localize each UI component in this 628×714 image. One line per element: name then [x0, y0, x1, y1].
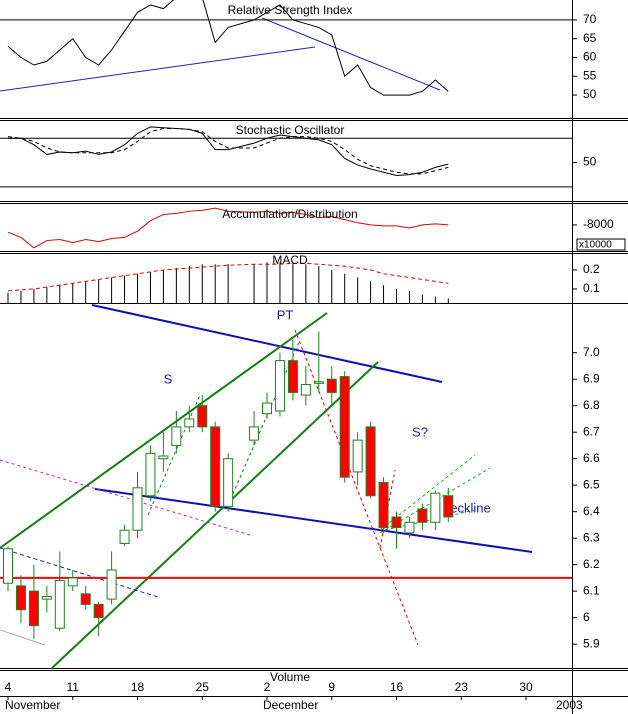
candle-body [430, 492, 441, 523]
y-tick-label: 6.8 [583, 398, 600, 412]
y-tick-label: 6.2 [583, 557, 600, 571]
annotation: PT [277, 307, 294, 322]
panel-title: Accumulation/Distribution [222, 207, 357, 221]
candle-body [15, 585, 26, 611]
y-tick-label: 6.6 [583, 451, 600, 465]
y-tick-label: 6.1 [583, 583, 600, 597]
y-tick-label: 7.0 [583, 345, 600, 359]
candle-body [417, 508, 428, 523]
annotation: S? [412, 424, 428, 439]
candle-body [80, 593, 91, 605]
month-label: November [5, 698, 60, 712]
candle-body [326, 378, 337, 393]
candle-body [54, 580, 65, 629]
y-tick-label: 5.9 [583, 636, 600, 650]
month-label: December [263, 698, 318, 712]
candle-body [184, 418, 195, 428]
y-tick-label: -8000 [583, 217, 614, 231]
series-line [7, 128, 449, 175]
candle-body [404, 521, 415, 534]
year-label: 2003 [556, 698, 583, 712]
series-line [7, 262, 449, 292]
y-tick-label: 60 [583, 50, 597, 64]
y-tick-label: 6.7 [583, 424, 600, 438]
panel-title: Relative Strength Index [228, 3, 353, 17]
candle-body [300, 383, 311, 396]
candle-body [67, 577, 78, 587]
series-line [7, 207, 449, 249]
y-tick-label: 70 [583, 12, 597, 26]
candle-body [443, 495, 454, 518]
annotation: S [164, 371, 173, 386]
candle-body [41, 595, 52, 600]
y-tick-label: 55 [583, 68, 597, 82]
candle-body [287, 360, 298, 393]
annotation: neckline [443, 500, 491, 515]
y-tick-label: 0.2 [583, 262, 600, 276]
y-tick-label: 6.4 [583, 504, 600, 518]
y-tick-label: 65 [583, 31, 597, 45]
y-tick-label: 6.9 [583, 371, 600, 385]
x-tick-label: 4 [5, 680, 12, 694]
x-tick-label: 18 [131, 680, 145, 694]
series-line [7, 0, 449, 96]
candle-body [378, 482, 389, 529]
candle-body [262, 402, 272, 415]
y-tick-label: 6 [583, 610, 590, 624]
candle-body [249, 426, 260, 441]
x-tick-label: 30 [519, 680, 533, 694]
candle-body [339, 376, 350, 478]
candle-body [274, 360, 285, 412]
x-tick-label: 16 [390, 680, 404, 694]
candle-body [93, 603, 104, 619]
y-tick-label: 0.1 [583, 281, 600, 295]
candle-body [352, 439, 363, 473]
y-tick-label: 6.3 [583, 530, 600, 544]
x-tick-label: 25 [196, 680, 210, 694]
candle-body [132, 487, 143, 531]
x-tick-label: 2 [264, 680, 271, 694]
y-tick-label: 50 [583, 87, 597, 101]
x-tick-label: 11 [67, 680, 80, 694]
candle-body [3, 548, 13, 584]
panel-title: MACD [272, 253, 308, 267]
candle-body [171, 426, 182, 446]
candle-body [210, 426, 221, 507]
trendlines [0, 17, 533, 669]
candle-body [313, 381, 324, 384]
candle-body [28, 590, 39, 627]
panel-title: Stochastic Oscillator [236, 123, 345, 137]
y-tick-label: 6.5 [583, 477, 600, 491]
candle-body [365, 426, 376, 497]
candle-body [145, 452, 156, 497]
series-line [8, 126, 449, 176]
candle-body [391, 516, 402, 529]
candle-body [158, 455, 169, 460]
candle-body [223, 458, 234, 507]
candle-body [106, 569, 117, 600]
unit-box [576, 238, 626, 251]
candle-body [119, 529, 130, 544]
candle-body [197, 405, 208, 428]
y-tick-label: 50 [583, 155, 597, 169]
panel-title: Volume [270, 670, 310, 684]
x-tick-label: 9 [328, 680, 335, 694]
x-tick-label: 23 [455, 680, 469, 694]
unit-label: x10000 [579, 240, 612, 251]
